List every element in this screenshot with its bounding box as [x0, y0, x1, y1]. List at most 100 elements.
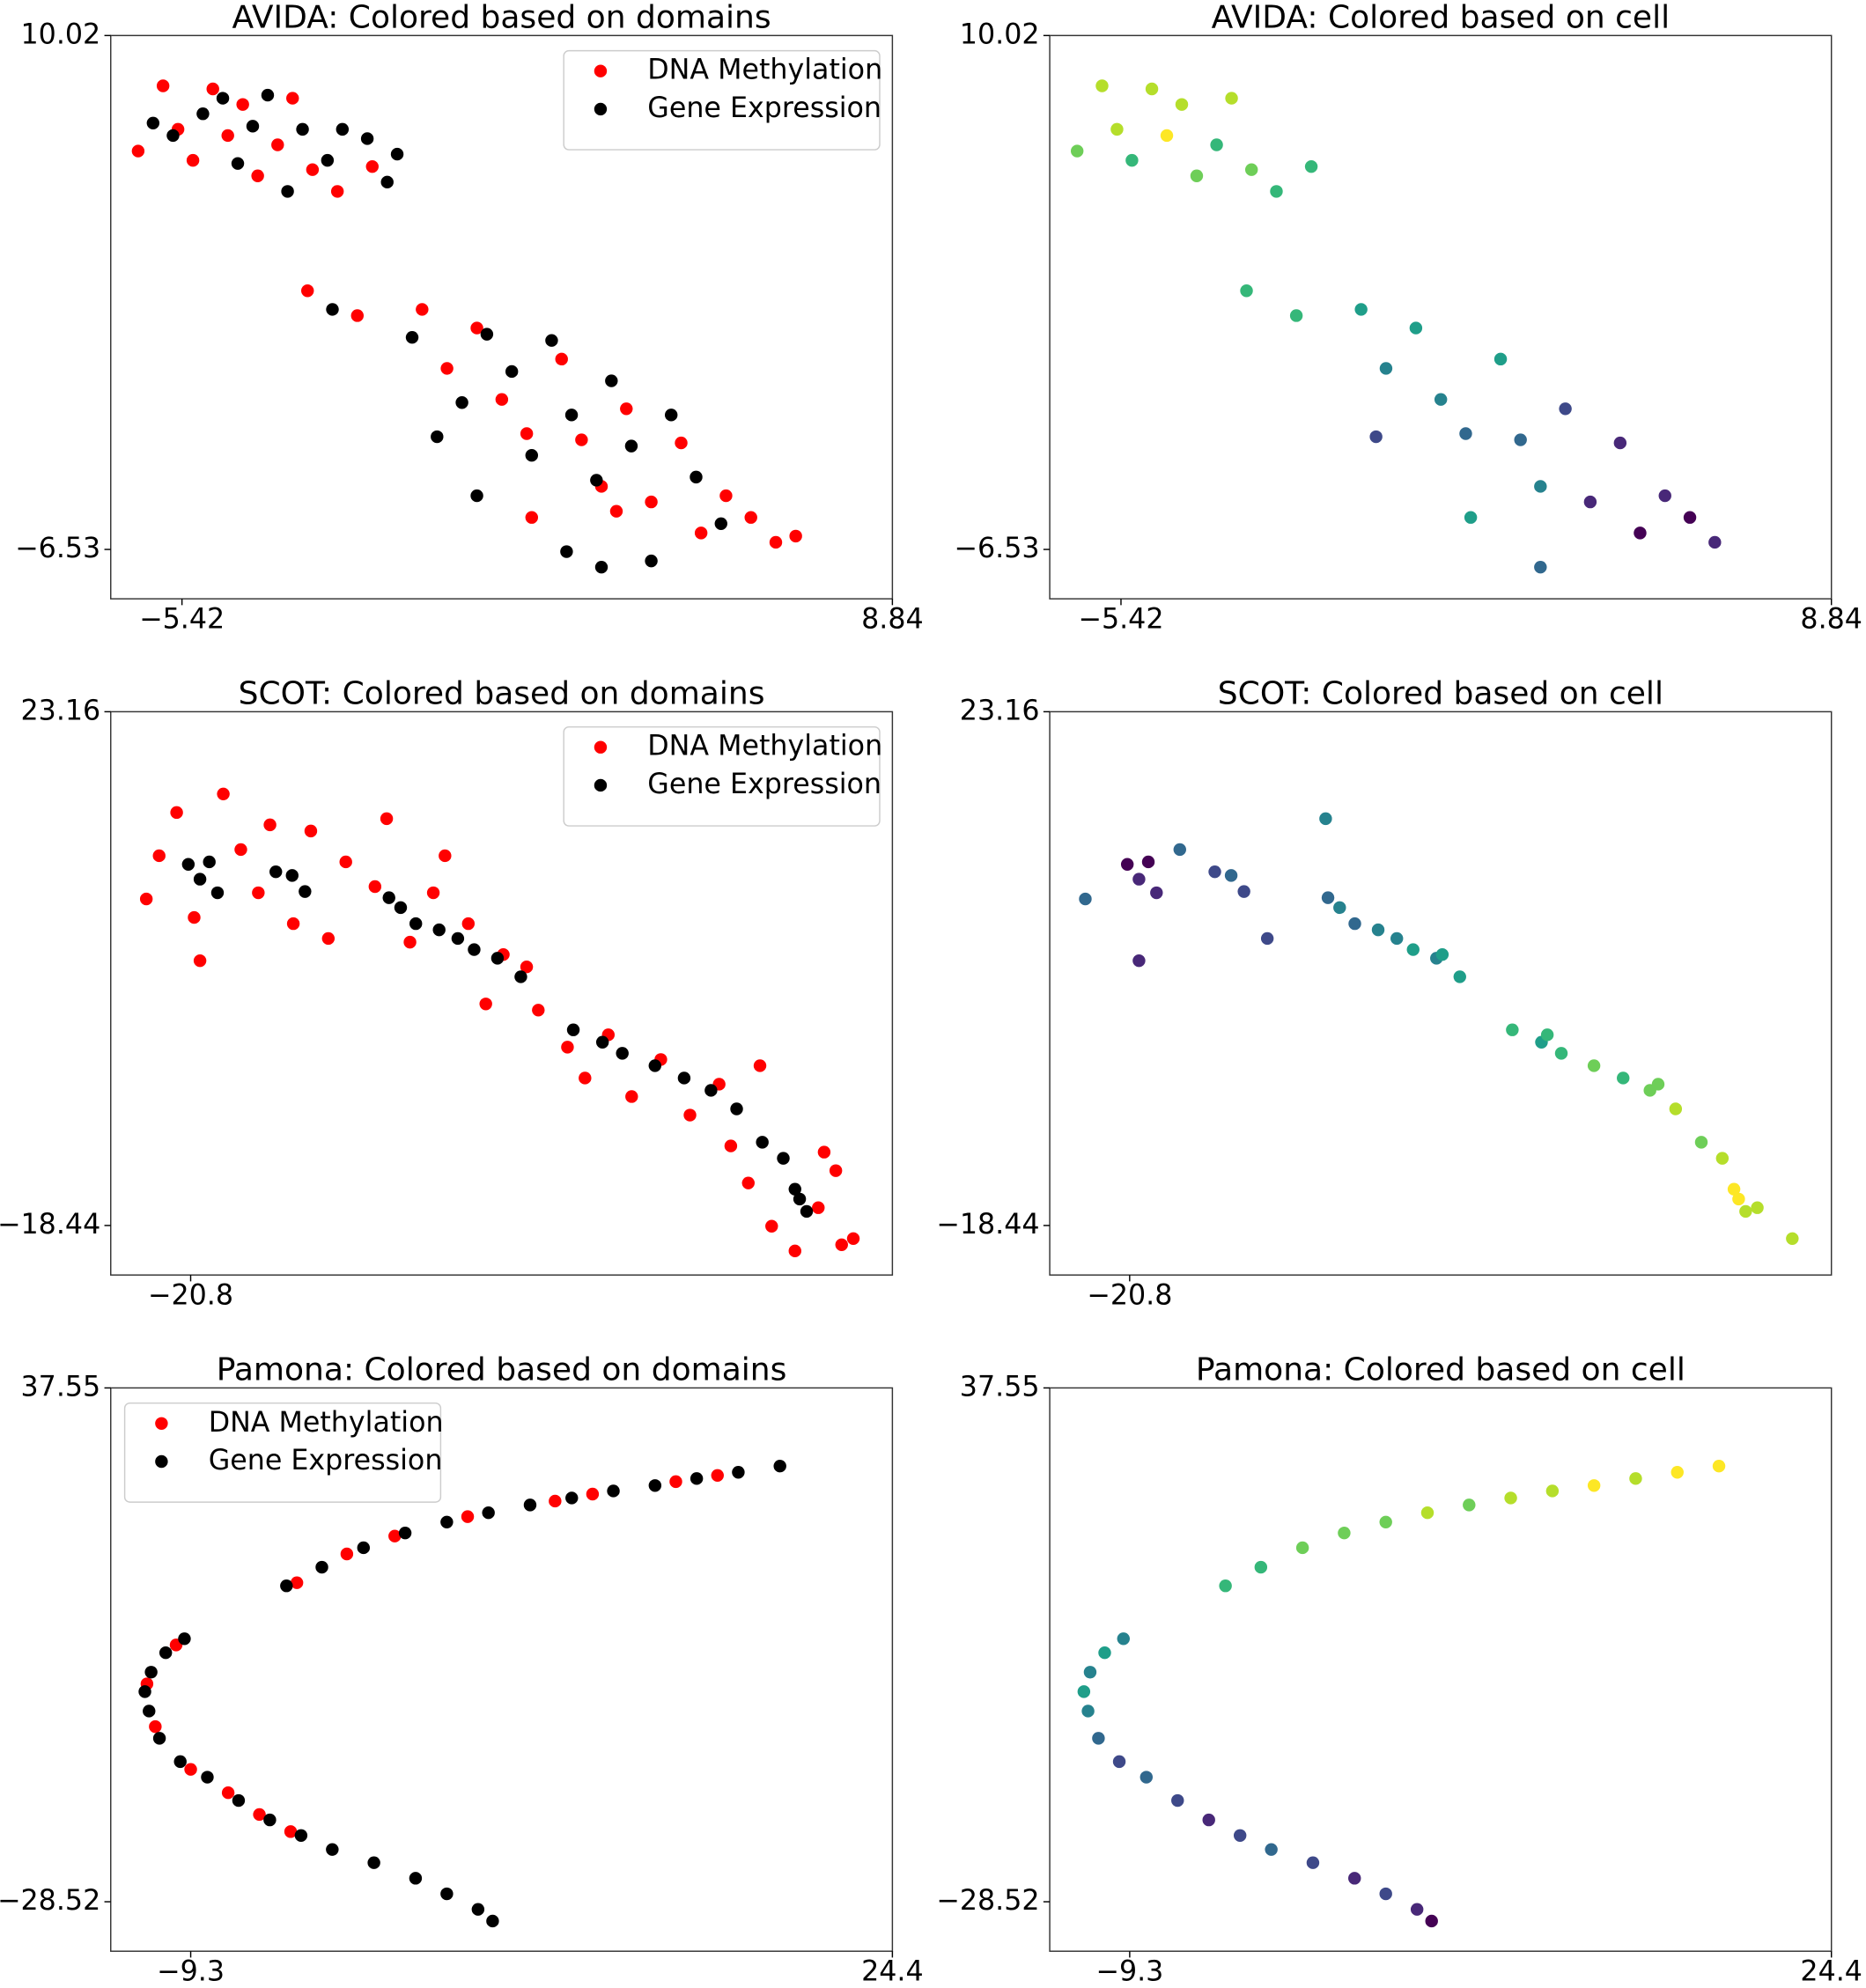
point — [269, 865, 283, 879]
y-tick-label: −18.44 — [0, 1209, 100, 1241]
point — [306, 163, 320, 176]
point — [835, 1238, 848, 1252]
point — [149, 1719, 162, 1734]
legend-box — [123, 1402, 442, 1503]
point — [431, 430, 444, 444]
point — [683, 1108, 697, 1122]
point — [263, 818, 277, 832]
point — [263, 1813, 277, 1827]
point — [336, 122, 350, 136]
point — [138, 1685, 151, 1698]
point — [321, 931, 336, 946]
point — [159, 1646, 173, 1660]
point — [1559, 402, 1572, 416]
point — [152, 849, 166, 863]
point — [294, 1829, 308, 1842]
point — [1208, 865, 1221, 879]
y-tick-label: −28.52 — [936, 1885, 1039, 1917]
point — [1233, 1829, 1247, 1842]
point — [339, 855, 352, 869]
point — [812, 1201, 825, 1214]
point — [156, 79, 170, 92]
point — [231, 157, 245, 170]
point — [1095, 79, 1109, 92]
point — [1190, 169, 1204, 182]
point — [595, 1035, 609, 1049]
point — [669, 1475, 682, 1489]
point — [1265, 1843, 1278, 1856]
point — [645, 495, 658, 509]
point — [296, 122, 309, 136]
point — [1070, 144, 1084, 158]
point — [1504, 1491, 1517, 1505]
point — [1732, 1192, 1745, 1206]
legend-box — [563, 49, 881, 151]
point — [1459, 427, 1472, 440]
point — [1098, 1646, 1111, 1660]
point — [620, 402, 633, 416]
point — [1079, 892, 1092, 906]
point — [440, 362, 454, 375]
point — [461, 1510, 475, 1523]
point — [416, 303, 429, 316]
point — [152, 1732, 166, 1745]
y-tick-label: 10.02 — [960, 18, 1040, 50]
point — [203, 855, 216, 869]
point — [365, 159, 379, 173]
point — [246, 120, 260, 133]
point — [514, 970, 527, 983]
legend-label: Gene Expression — [209, 1445, 443, 1476]
point — [1683, 511, 1697, 524]
point — [409, 917, 423, 931]
chart-title: Pamona: Colored based on cell — [1196, 1352, 1685, 1388]
point — [520, 960, 534, 974]
point — [286, 92, 299, 105]
point — [232, 1793, 246, 1808]
point — [360, 132, 374, 145]
point — [1260, 931, 1274, 946]
point — [1434, 393, 1448, 406]
point — [549, 1494, 562, 1508]
point — [1545, 1484, 1560, 1498]
point — [1406, 943, 1420, 956]
point — [677, 1071, 691, 1085]
point — [184, 1763, 197, 1776]
point — [1751, 1201, 1764, 1214]
point — [193, 873, 207, 886]
point — [495, 393, 509, 406]
point — [1110, 122, 1124, 136]
point — [405, 330, 419, 344]
point — [769, 535, 783, 549]
point — [280, 1579, 293, 1593]
point — [724, 1139, 738, 1152]
chart-title: AVIDA: Colored based on cell — [1212, 0, 1670, 36]
point — [753, 1059, 767, 1072]
point — [1333, 901, 1346, 915]
point — [594, 560, 608, 574]
point — [170, 806, 183, 820]
point — [1132, 954, 1146, 968]
point — [166, 129, 180, 143]
point — [326, 1843, 339, 1856]
point — [1425, 1914, 1438, 1928]
point — [1410, 1903, 1424, 1916]
point — [440, 1515, 454, 1528]
point — [564, 409, 579, 422]
point — [1435, 947, 1449, 961]
point — [1369, 430, 1383, 444]
point — [1092, 1732, 1105, 1745]
point — [221, 129, 234, 143]
point — [756, 1136, 769, 1149]
y-tick-label: 23.16 — [960, 695, 1040, 726]
point — [648, 1479, 662, 1492]
point — [1786, 1232, 1799, 1245]
point — [1379, 1515, 1392, 1528]
x-tick-label: 8.84 — [861, 604, 924, 636]
point — [471, 1903, 485, 1916]
point — [380, 812, 394, 826]
point — [470, 489, 483, 503]
point — [817, 1145, 831, 1159]
point — [1173, 843, 1186, 857]
point — [690, 1472, 704, 1485]
point — [1587, 1059, 1601, 1072]
